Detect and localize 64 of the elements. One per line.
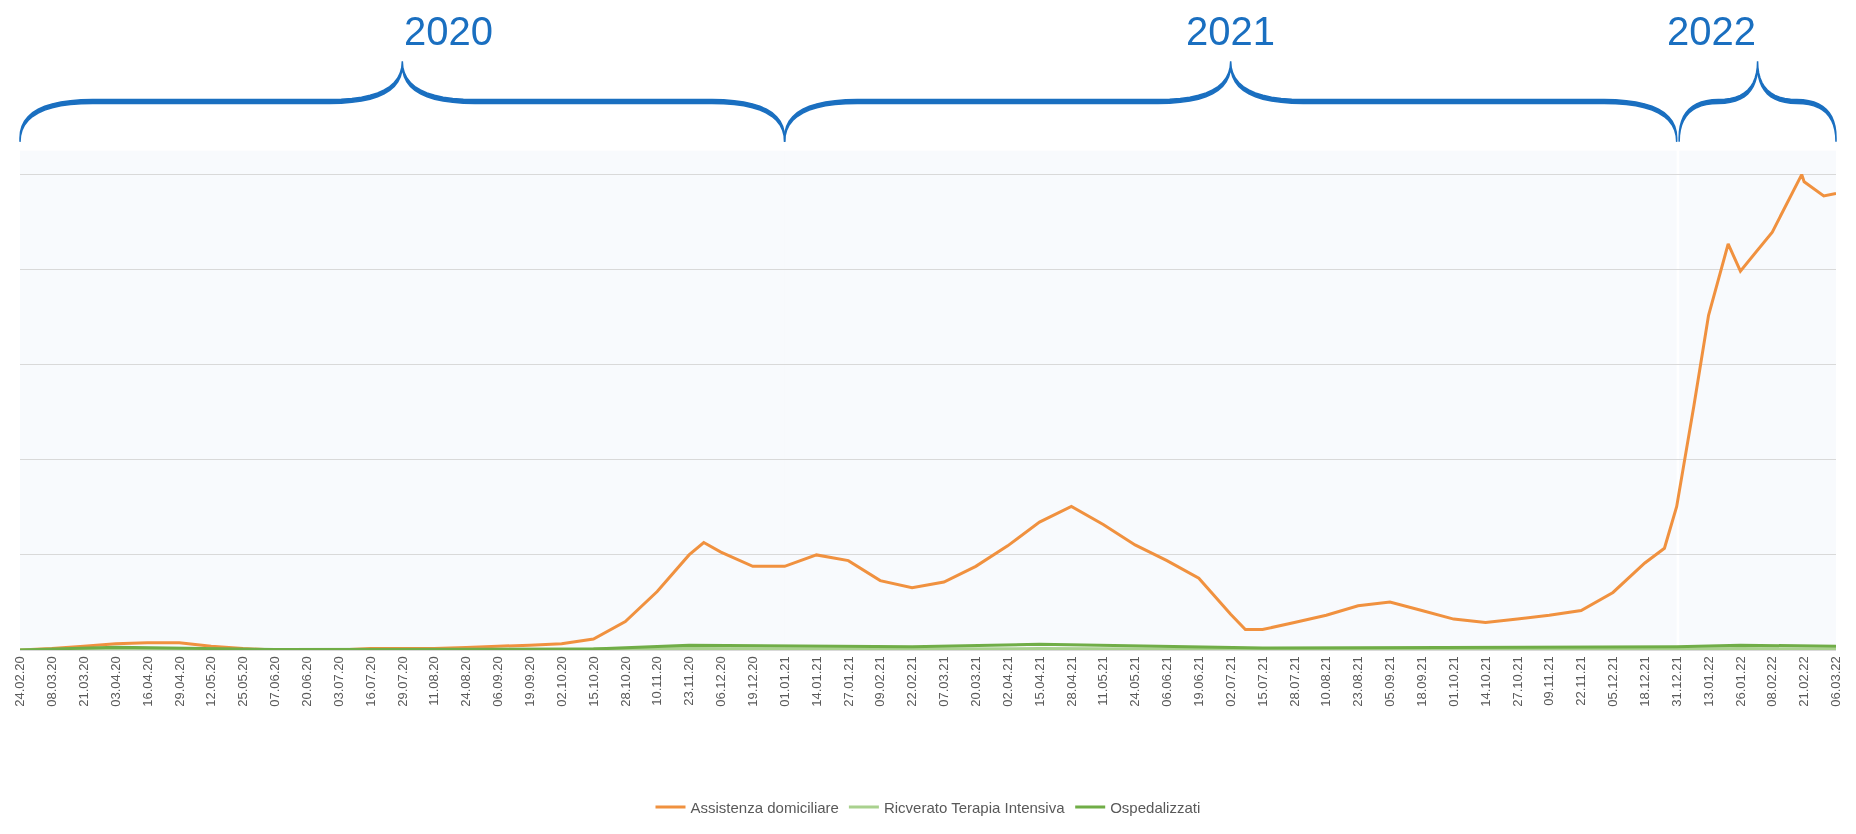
x-tick-label: 21.03.20 (75, 656, 91, 707)
x-tick-label: 20.03.21 (968, 656, 984, 707)
x-tick-label: 25.05.20 (235, 656, 251, 707)
x-tick-label: 21.02.22 (1796, 656, 1812, 707)
x-tick-label: 10.11.20 (649, 656, 665, 706)
x-tick-label: 03.07.20 (330, 656, 346, 707)
x-tick-label: 18.09.21 (1414, 656, 1430, 707)
x-tick-label: 15.07.21 (1254, 656, 1270, 707)
x-tick-label: 24.08.20 (458, 656, 474, 707)
legend-label: Assistenza domiciliare (690, 798, 839, 816)
x-tick-label: 02.07.21 (1222, 656, 1238, 707)
x-tick-label: 24.05.21 (1127, 656, 1143, 707)
x-tick-label: 19.09.20 (521, 656, 537, 707)
x-tick-label: 28.07.21 (1286, 656, 1302, 707)
x-tick-label: 28.10.20 (617, 656, 633, 707)
x-tick-label: 11.05.21 (1095, 656, 1111, 706)
x-tick-label: 16.07.20 (362, 656, 378, 707)
x-tick-label: 07.03.21 (936, 656, 952, 707)
x-tick-label: 09.11.21 (1541, 656, 1557, 706)
x-tick-label: 22.02.21 (904, 656, 920, 707)
x-tick-label: 27.01.21 (840, 656, 856, 707)
x-tick-label: 03.04.20 (107, 656, 123, 707)
x-tick-label: 09.02.21 (872, 656, 888, 707)
x-tick-label: 23.08.21 (1350, 656, 1366, 707)
band-label: 2021 (1186, 9, 1275, 53)
x-tick-label: 19.12.20 (744, 656, 760, 707)
x-tick-label: 19.06.21 (1191, 656, 1207, 707)
x-tick-label: 23.11.20 (681, 656, 697, 706)
x-tick-label: 14.10.21 (1477, 656, 1493, 707)
x-tick-label: 16.04.20 (139, 656, 155, 707)
x-tick-label: 12.05.20 (203, 656, 219, 707)
x-tick-label: 10.08.21 (1318, 656, 1334, 707)
x-tick-label: 06.06.21 (1159, 656, 1175, 707)
x-tick-label: 01.10.21 (1445, 656, 1461, 707)
x-tick-label: 15.10.20 (585, 656, 601, 707)
x-tick-label: 02.04.21 (999, 656, 1015, 707)
band-label: 2020 (404, 9, 493, 53)
legend-label: Ospedalizzati (1110, 798, 1201, 816)
x-tick-label: 01.01.21 (776, 656, 792, 707)
x-tick-label: 06.03.22 (1828, 656, 1844, 707)
x-tick-label: 22.11.21 (1573, 656, 1589, 706)
x-tick-label: 05.09.21 (1382, 656, 1398, 707)
x-tick-label: 11.08.20 (426, 656, 442, 706)
x-tick-label: 14.01.21 (808, 656, 824, 707)
x-tick-label: 29.04.20 (171, 656, 187, 707)
x-tick-label: 06.09.20 (490, 656, 506, 707)
x-tick-label: 08.02.22 (1764, 656, 1780, 707)
x-tick-label: 27.10.21 (1509, 656, 1525, 707)
x-tick-label: 28.04.21 (1063, 656, 1079, 707)
x-tick-label: 31.12.21 (1668, 656, 1684, 707)
x-tick-label: 07.06.20 (267, 656, 283, 707)
x-tick-label: 05.12.21 (1605, 656, 1621, 707)
x-tick-label: 24.02.20 (12, 656, 28, 707)
x-tick-label: 29.07.20 (394, 656, 410, 707)
x-tick-label: 26.01.22 (1732, 656, 1748, 707)
x-tick-label: 06.12.20 (713, 656, 729, 707)
band-label: 2022 (1667, 9, 1756, 53)
legend-label: Ricverato Terapia Intensiva (883, 798, 1066, 816)
x-tick-label: 02.10.20 (553, 656, 569, 707)
x-tick-label: 13.01.22 (1700, 656, 1716, 707)
x-tick-label: 18.12.21 (1637, 656, 1653, 707)
x-tick-label: 15.04.21 (1031, 656, 1047, 707)
x-tick-label: 20.06.20 (298, 656, 314, 707)
x-tick-label: 08.03.20 (44, 656, 60, 707)
